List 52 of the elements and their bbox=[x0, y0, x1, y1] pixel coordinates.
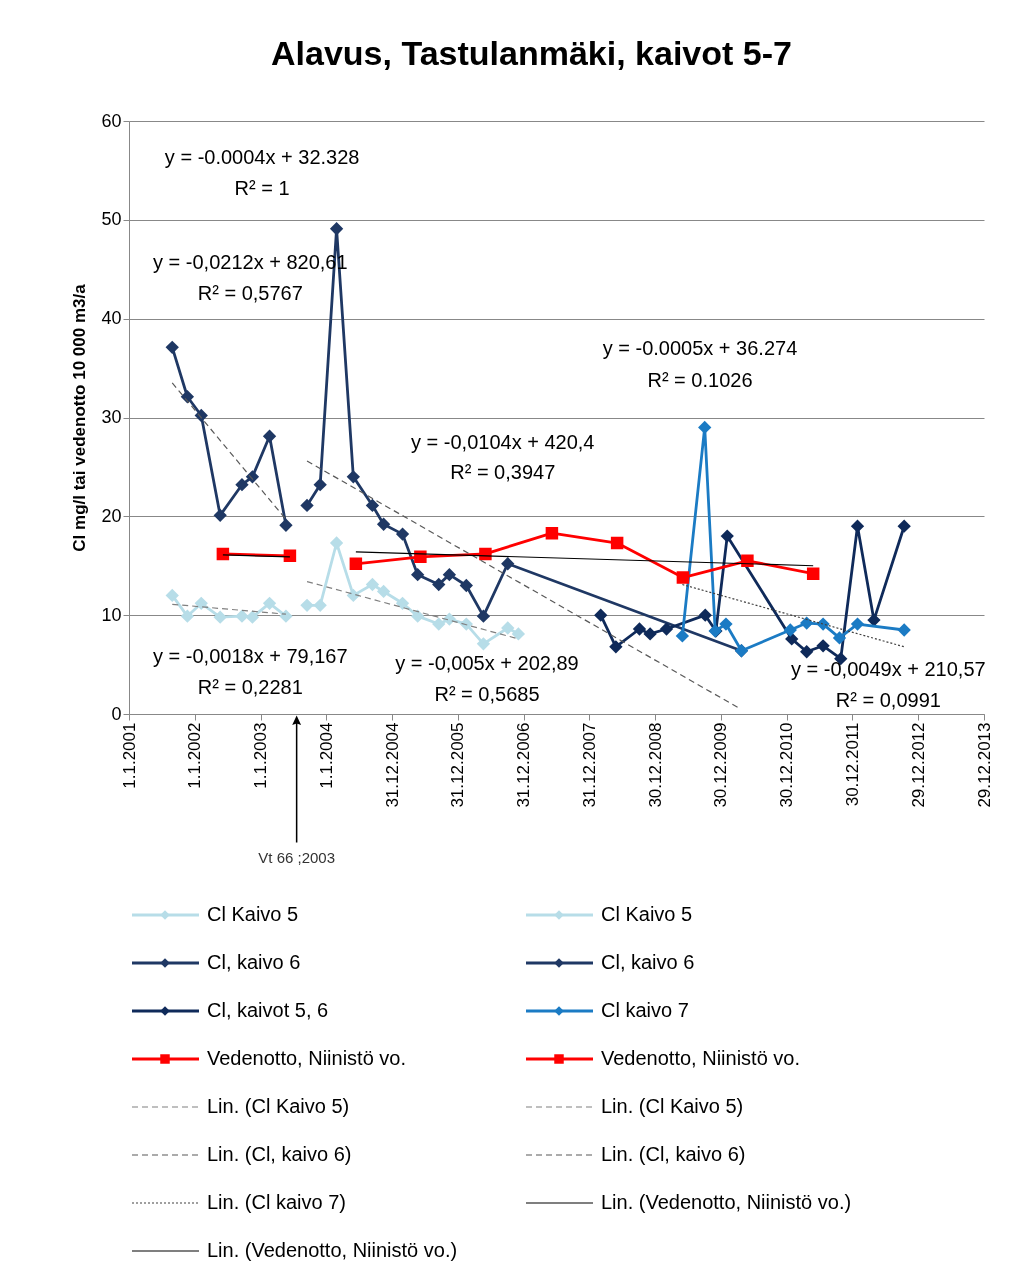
x-tick-label: 1.1.2001 bbox=[119, 722, 139, 789]
x-tick-label: 31.12.2004 bbox=[382, 722, 402, 808]
y-tick-label: 20 bbox=[101, 505, 122, 526]
annotation: R² = 0,0991 bbox=[835, 689, 941, 711]
x-tick-label: 1.1.2004 bbox=[316, 722, 336, 789]
annotation: R² = 0,5685 bbox=[434, 683, 540, 705]
text: Vt 66 ;2003 bbox=[258, 849, 336, 866]
y-tick-label: 30 bbox=[101, 407, 122, 427]
x-tick-label: 29.12.2013 bbox=[974, 722, 994, 808]
x-tick-label: 30.12.2011 bbox=[842, 722, 862, 807]
legend-label: Cl, kaivo 6 bbox=[601, 951, 695, 973]
annotation: y = -0,0104x + 420,4 bbox=[411, 431, 595, 453]
y-tick-label: 50 bbox=[101, 209, 122, 230]
legend-label: Cl, kaivo 6 bbox=[207, 951, 301, 973]
annotation: R² = 1 bbox=[234, 177, 290, 199]
legend-label: Lin. (Cl Kaivo 5) bbox=[601, 1095, 744, 1117]
legend-label: Cl, kaivot 5, 6 bbox=[207, 999, 329, 1021]
x-tick-label: 1.1.2002 bbox=[185, 722, 205, 789]
y-tick-label: 0 bbox=[111, 703, 122, 724]
annotation: R² = 0.1026 bbox=[647, 369, 753, 391]
annotation: y = -0,0018x + 79,167 bbox=[153, 645, 348, 667]
x-tick-label: 30.12.2008 bbox=[645, 722, 665, 808]
legend-label: Vedenotto, Niinistö vo. bbox=[207, 1047, 407, 1069]
annotation: y = -0,0049x + 210,57 bbox=[791, 658, 986, 680]
annotation: y = -0.0005x + 36.274 bbox=[602, 337, 798, 359]
y-axis-title: Cl mg/l tai vedenotto 10 000 m3/a bbox=[70, 283, 90, 552]
legend-label: Lin. (Cl, kaivo 6) bbox=[207, 1143, 352, 1165]
annotation: R² = 0,3947 bbox=[450, 461, 556, 483]
annotation: R² = 0,5767 bbox=[197, 282, 303, 304]
annotation: y = -0,005x + 202,89 bbox=[395, 652, 579, 674]
x-tick-label: 30.12.2010 bbox=[777, 722, 797, 808]
x-tick-label: 30.12.2009 bbox=[711, 722, 731, 808]
annotation: y = -0.0004x + 32.328 bbox=[164, 146, 360, 168]
legend-label: Lin. (Vedenotto, Niinistö vo.) bbox=[601, 1191, 852, 1213]
x-tick-label: 31.12.2006 bbox=[514, 722, 534, 808]
x-tick-label: 31.12.2007 bbox=[579, 722, 599, 808]
legend-label: Cl kaivo 7 bbox=[601, 999, 689, 1021]
legend-label: Vedenotto, Niinistö vo. bbox=[601, 1047, 801, 1069]
legend-label: Cl Kaivo 5 bbox=[601, 903, 693, 925]
y-tick-label: 40 bbox=[101, 308, 122, 329]
legend-label: Lin. (Vedenotto, Niinistö vo.) bbox=[207, 1239, 458, 1261]
y-tick-label: 60 bbox=[101, 110, 122, 131]
legend-label: Lin. (Cl kaivo 7) bbox=[207, 1191, 346, 1213]
x-tick-label: 31.12.2005 bbox=[448, 722, 468, 808]
legend-label: Cl Kaivo 5 bbox=[207, 903, 299, 925]
y-tick-label: 10 bbox=[101, 604, 122, 625]
x-tick-label: 1.1.2003 bbox=[251, 722, 271, 789]
chart-title: Alavus, Tastulanmäki, kaivot 5-7 bbox=[271, 34, 792, 72]
legend-label: Lin. (Cl Kaivo 5) bbox=[207, 1095, 350, 1117]
annotation: R² = 0,2281 bbox=[197, 676, 303, 698]
x-tick-label: 29.12.2012 bbox=[908, 722, 928, 808]
legend-label: Lin. (Cl, kaivo 6) bbox=[601, 1143, 746, 1165]
